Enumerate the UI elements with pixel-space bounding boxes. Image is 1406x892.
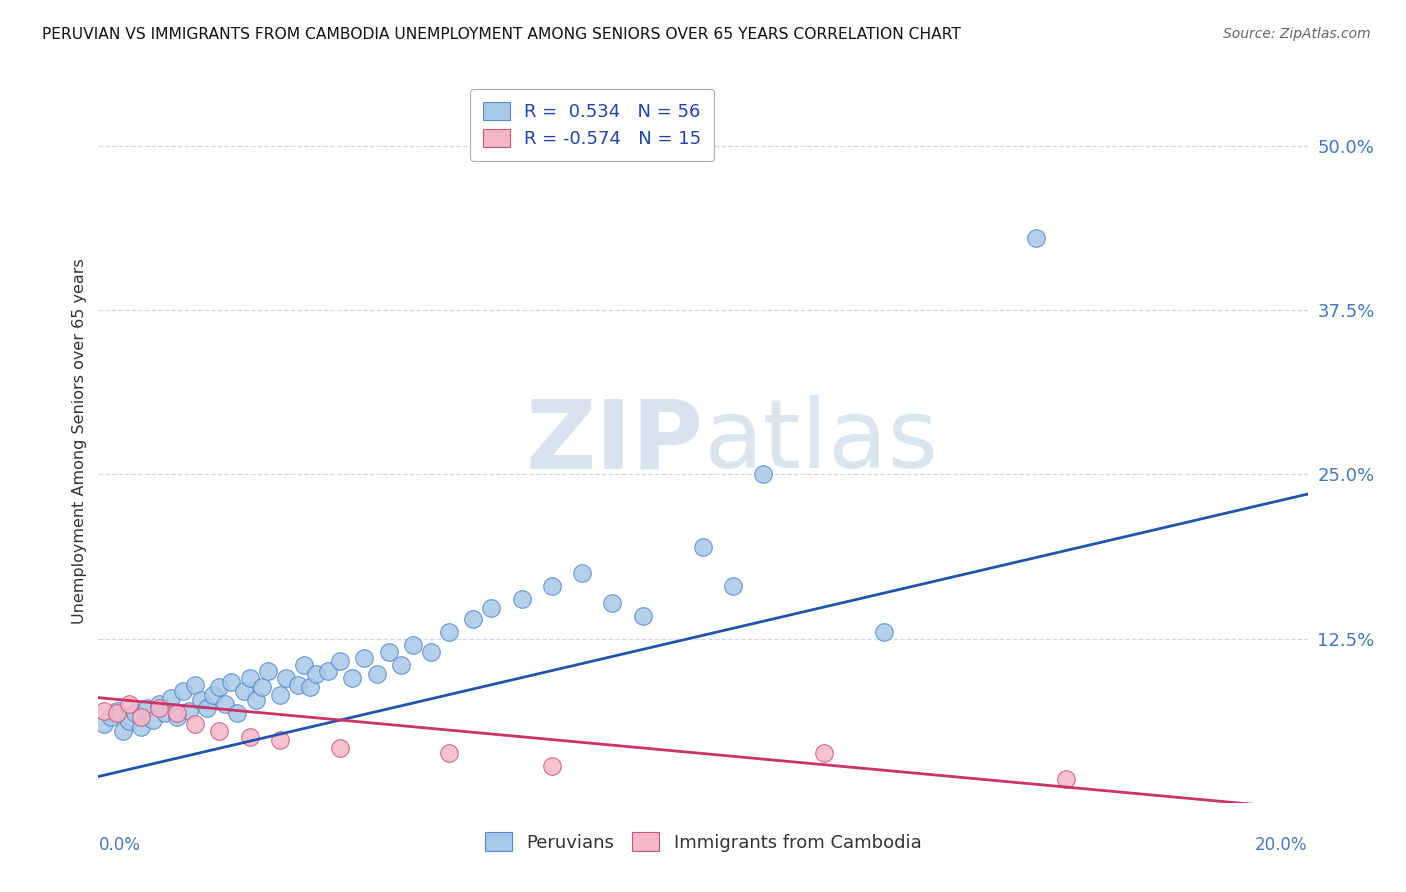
Point xyxy=(118,714,141,729)
Point xyxy=(93,704,115,718)
Point xyxy=(1054,772,1077,786)
Point xyxy=(100,710,122,724)
Point xyxy=(723,579,745,593)
Point xyxy=(214,698,236,712)
Point xyxy=(256,665,278,679)
Text: 20.0%: 20.0% xyxy=(1256,836,1308,854)
Point xyxy=(111,723,134,738)
Point xyxy=(316,665,339,679)
Point xyxy=(631,609,654,624)
Text: PERUVIAN VS IMMIGRANTS FROM CAMBODIA UNEMPLOYMENT AMONG SENIORS OVER 65 YEARS CO: PERUVIAN VS IMMIGRANTS FROM CAMBODIA UNE… xyxy=(42,27,962,42)
Point xyxy=(752,467,775,482)
Point xyxy=(602,596,624,610)
Point xyxy=(195,701,218,715)
Point xyxy=(202,688,225,702)
Point xyxy=(153,706,176,721)
Point xyxy=(463,612,485,626)
Point xyxy=(226,706,249,721)
Point xyxy=(142,713,165,727)
Point xyxy=(873,625,896,640)
Point xyxy=(105,704,128,718)
Legend: Peruvians, Immigrants from Cambodia: Peruvians, Immigrants from Cambodia xyxy=(478,825,928,859)
Point xyxy=(437,625,460,640)
Point xyxy=(184,677,207,691)
Text: ZIP: ZIP xyxy=(524,395,703,488)
Point xyxy=(250,680,273,694)
Point xyxy=(305,667,328,681)
Point xyxy=(540,759,562,773)
Point xyxy=(184,717,207,731)
Point xyxy=(208,723,231,738)
Point xyxy=(813,746,835,760)
Point xyxy=(329,740,352,755)
Point xyxy=(420,645,443,659)
Point xyxy=(105,706,128,721)
Point xyxy=(366,667,388,681)
Y-axis label: Unemployment Among Seniors over 65 years: Unemployment Among Seniors over 65 years xyxy=(72,259,87,624)
Point xyxy=(160,690,183,705)
Point xyxy=(135,701,157,715)
Point xyxy=(179,704,201,718)
Point xyxy=(148,698,170,712)
Point xyxy=(329,654,352,668)
Point xyxy=(269,688,291,702)
Point xyxy=(239,671,262,685)
Point xyxy=(1024,231,1046,245)
Point xyxy=(437,746,460,760)
Point xyxy=(232,684,254,698)
Point xyxy=(692,540,714,554)
Point xyxy=(172,684,194,698)
Point xyxy=(342,671,364,685)
Point xyxy=(292,657,315,672)
Text: Source: ZipAtlas.com: Source: ZipAtlas.com xyxy=(1223,27,1371,41)
Point xyxy=(274,671,297,685)
Point xyxy=(571,566,593,580)
Point xyxy=(269,732,291,747)
Point xyxy=(148,701,170,715)
Point xyxy=(389,657,412,672)
Point xyxy=(93,717,115,731)
Point xyxy=(208,680,231,694)
Point xyxy=(129,710,152,724)
Point xyxy=(129,720,152,734)
Point xyxy=(166,710,188,724)
Point xyxy=(510,592,533,607)
Point xyxy=(239,730,262,744)
Point xyxy=(299,680,322,694)
Point xyxy=(540,579,562,593)
Point xyxy=(124,706,146,721)
Point xyxy=(190,693,212,707)
Point xyxy=(245,693,267,707)
Point xyxy=(402,638,425,652)
Point xyxy=(353,651,375,665)
Point xyxy=(166,706,188,721)
Point xyxy=(377,645,399,659)
Point xyxy=(287,677,309,691)
Point xyxy=(481,601,503,615)
Text: atlas: atlas xyxy=(703,395,938,488)
Point xyxy=(221,675,243,690)
Point xyxy=(118,698,141,712)
Text: 0.0%: 0.0% xyxy=(98,836,141,854)
